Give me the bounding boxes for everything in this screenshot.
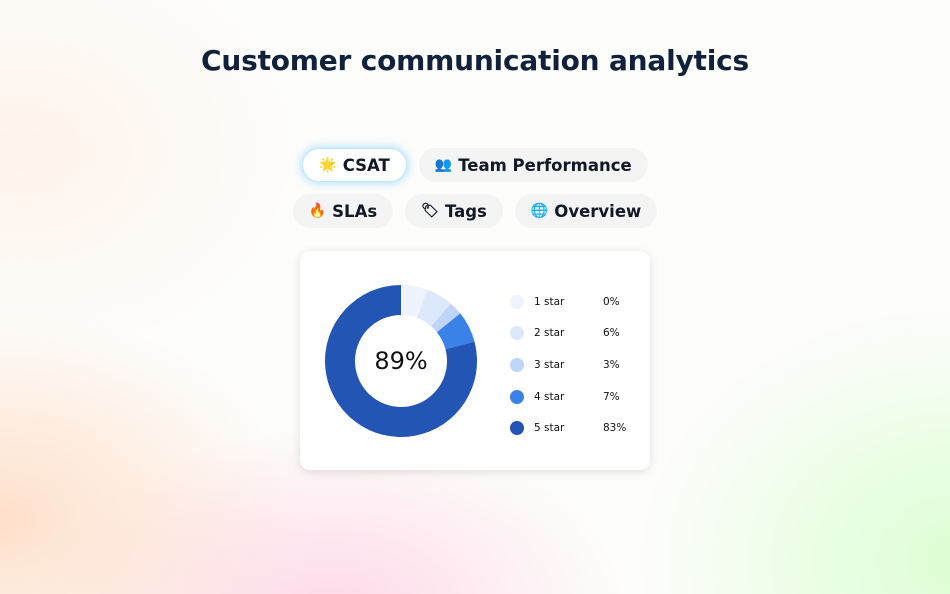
legend-color-dot xyxy=(510,389,524,404)
tab-tags[interactable]: 🏷 Tags xyxy=(405,194,503,228)
people-icon: 👥 xyxy=(434,157,453,173)
csat-donut-chart: 89% xyxy=(325,285,477,437)
donut-slice-3-star xyxy=(431,303,461,333)
chart-legend: 1 star 0% 2 star 6% 3 star 3% 4 star 7% 5 star 83… xyxy=(510,286,635,444)
legend-color-dot xyxy=(510,357,524,372)
tab-row-1: 🌟 CSAT 👥 Team Performance xyxy=(0,148,950,182)
legend-value: 0% xyxy=(603,295,620,308)
tab-row-2: 🔥 SLAs 🏷 Tags 🌐 Overview xyxy=(0,194,950,228)
tab-overview[interactable]: 🌐 Overview xyxy=(514,194,658,228)
tab-label: Overview xyxy=(554,201,642,221)
legend-item: 5 star 83% xyxy=(510,412,635,444)
legend-item: 4 star 7% xyxy=(510,381,635,413)
tag-icon: 🏷 xyxy=(421,203,439,219)
legend-color-dot xyxy=(510,326,524,341)
page-title: Customer communication analytics xyxy=(201,44,749,77)
csat-card: 89% 1 star 0% 2 star 6% 3 star 3% 4 star 7% 5 st… xyxy=(300,251,650,470)
donut-slice-2-star xyxy=(417,289,451,327)
tab-label: Tags xyxy=(444,201,487,221)
donut-svg xyxy=(325,285,477,437)
legend-item: 1 star 0% xyxy=(510,286,635,318)
tab-label: Team Performance xyxy=(458,155,632,175)
csat-score: 89% xyxy=(374,347,428,375)
tab-slas[interactable]: 🔥 SLAs xyxy=(292,194,394,228)
legend-label: 5 star xyxy=(534,422,565,435)
legend-value: 6% xyxy=(603,327,620,340)
legend-item: 2 star 6% xyxy=(510,318,635,350)
globe-icon: 🌐 xyxy=(530,203,549,219)
star-badge-icon: 🌟 xyxy=(319,157,337,173)
legend-value: 83% xyxy=(603,422,627,435)
legend-color-dot xyxy=(510,294,524,309)
tab-label: CSAT xyxy=(342,155,390,175)
legend-label: 4 star xyxy=(534,390,565,403)
tab-label: SLAs xyxy=(332,201,378,221)
donut-slice-4-star xyxy=(436,313,475,350)
analytics-tabs: 🌟 CSAT 👥 Team Performance 🔥 SLAs 🏷 Tags … xyxy=(0,148,950,240)
donut-slice-1-star xyxy=(401,285,428,318)
legend-color-dot xyxy=(510,421,524,436)
fire-icon: 🔥 xyxy=(308,203,327,219)
legend-item: 3 star 3% xyxy=(510,349,635,381)
tab-team-performance[interactable]: 👥 Team Performance xyxy=(418,148,648,182)
donut-slice-5-star xyxy=(325,285,477,437)
legend-label: 2 star xyxy=(534,327,565,340)
legend-label: 1 star xyxy=(534,295,565,308)
legend-value: 7% xyxy=(603,390,620,403)
legend-value: 3% xyxy=(603,358,620,371)
tab-csat[interactable]: 🌟 CSAT xyxy=(302,148,407,182)
legend-label: 3 star xyxy=(534,358,565,371)
